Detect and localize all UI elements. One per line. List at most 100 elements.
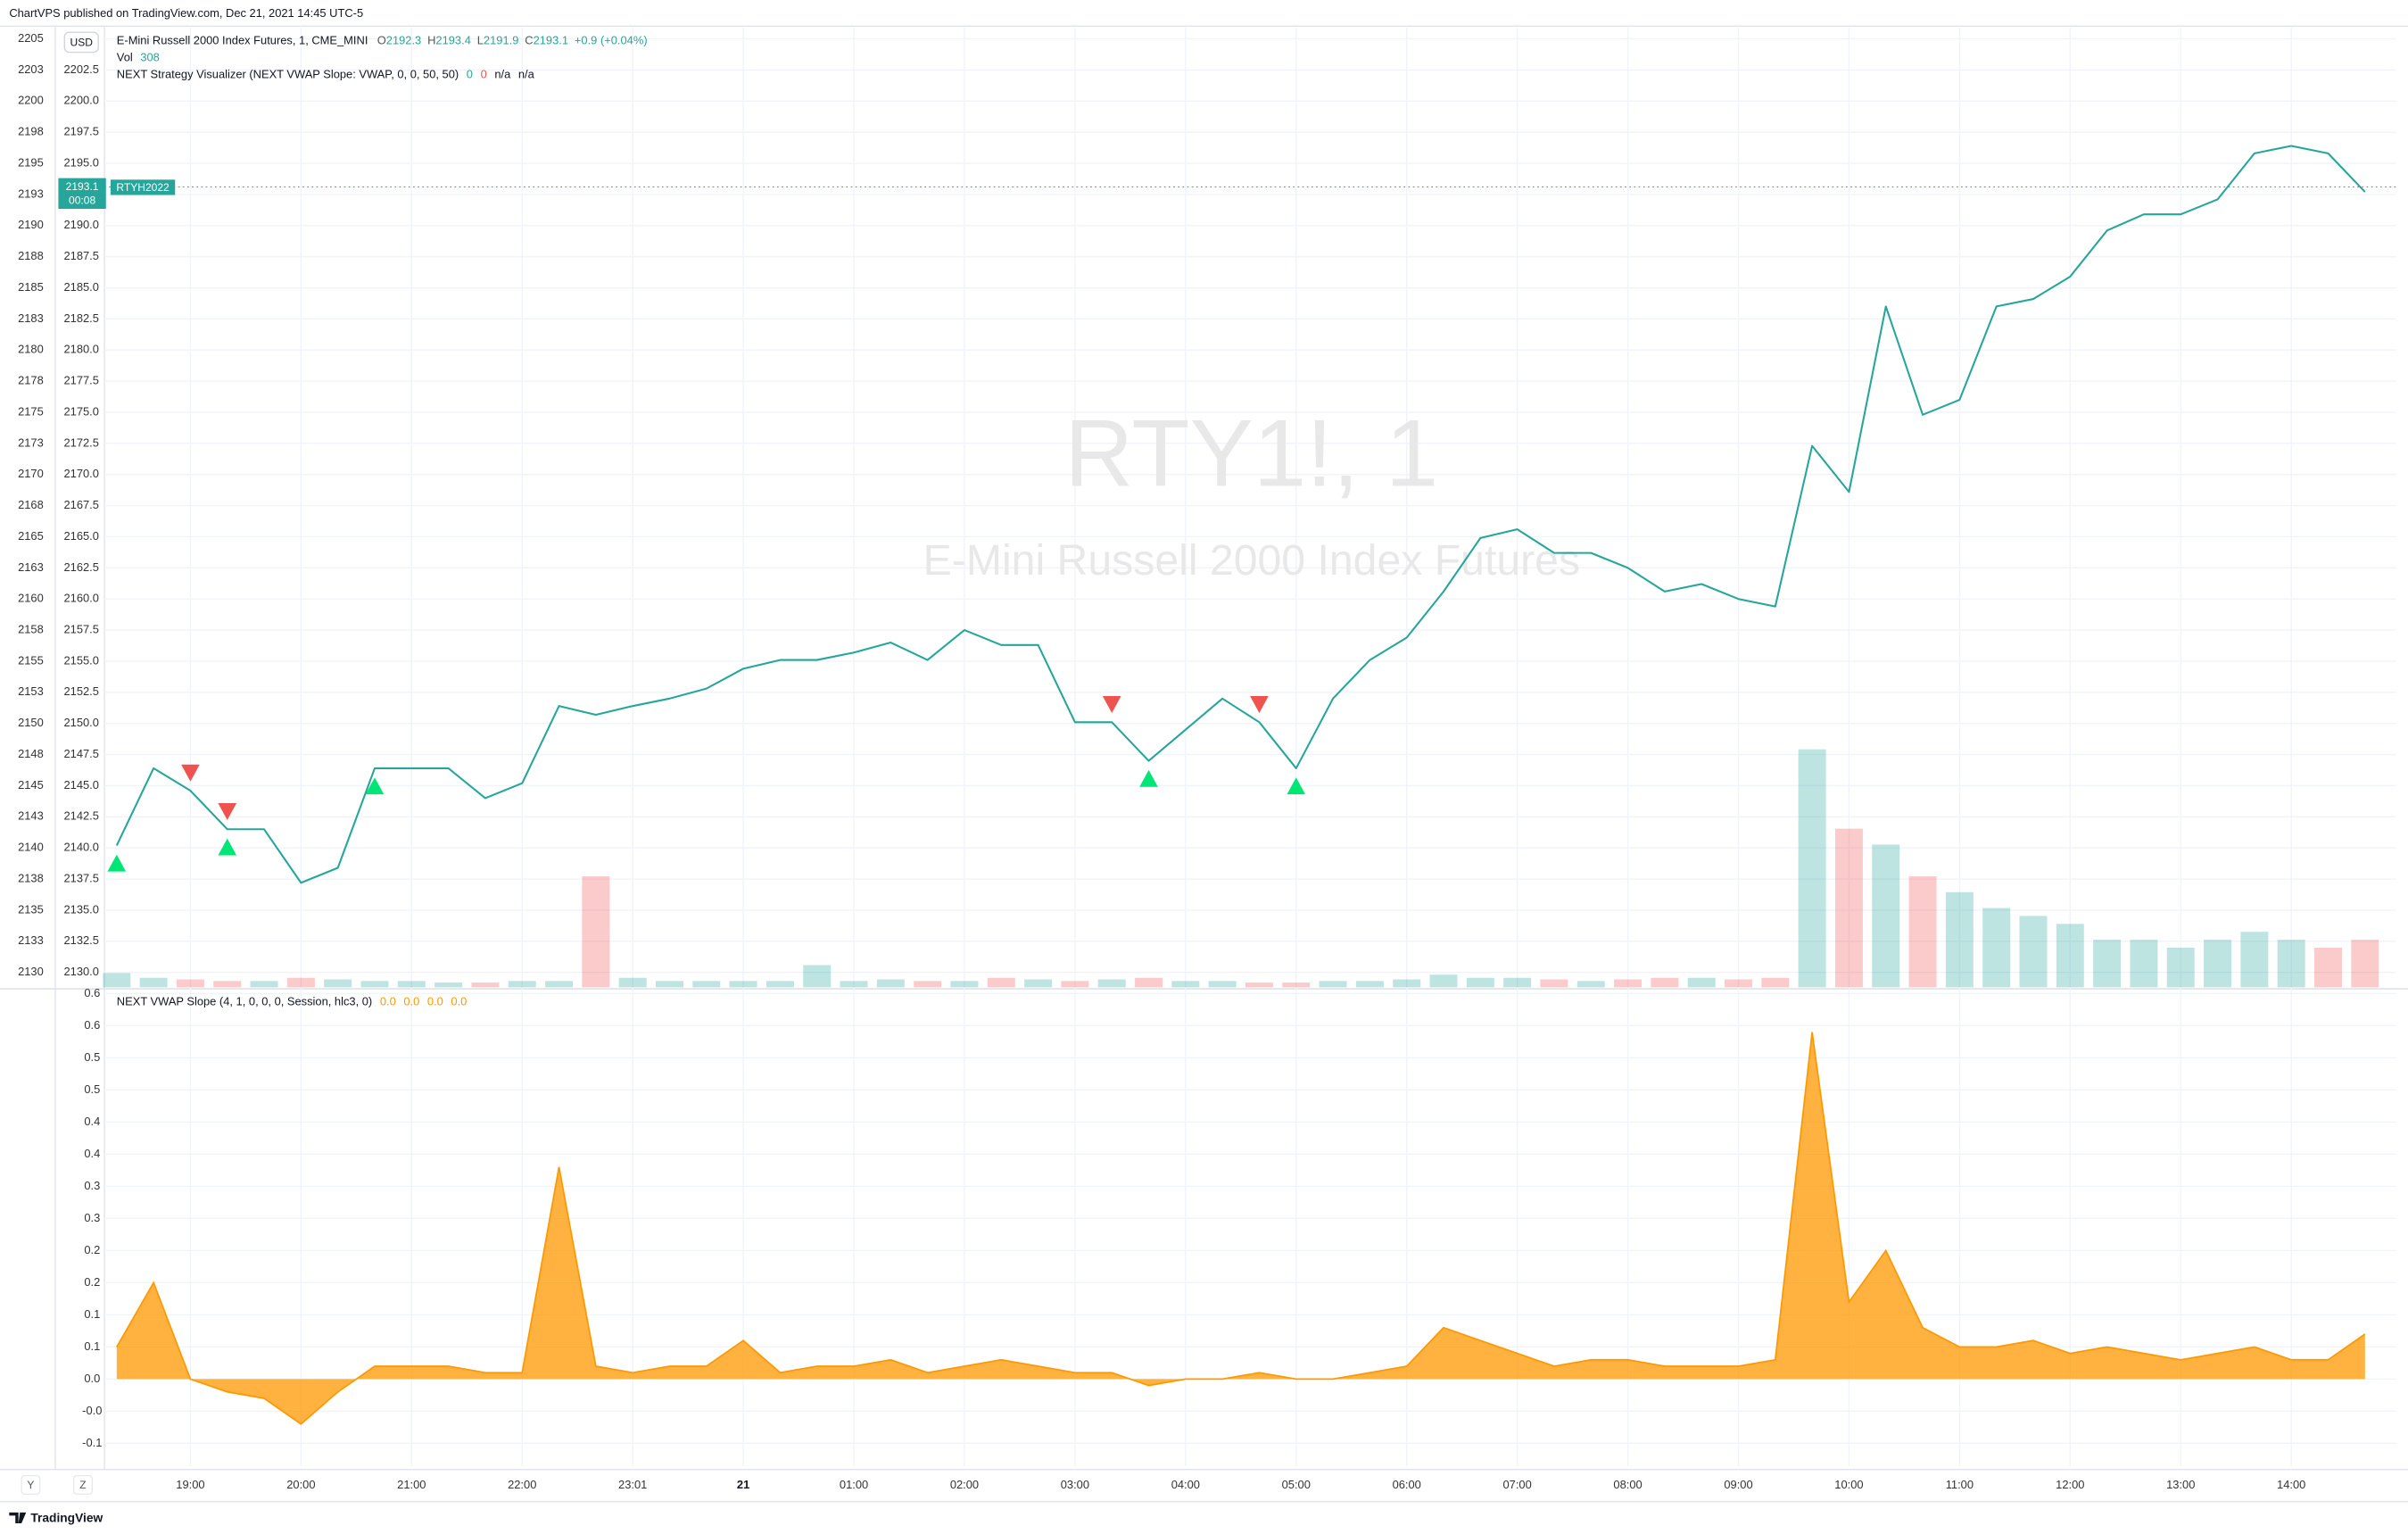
volume-bar: [1982, 908, 2011, 988]
currency[interactable]: USD: [70, 36, 94, 48]
legend: E-Mini Russell 2000 Index Futures, 1, CM…: [117, 34, 648, 1008]
volume-bar: [2204, 940, 2232, 988]
y-tick-label: 0.3: [84, 1179, 100, 1192]
volume-bar: [1576, 981, 1605, 988]
x-tick-label: 04:00: [1171, 1478, 1200, 1491]
legend-ohlc-value: 2193.4: [435, 34, 470, 47]
volume-bar: [840, 981, 868, 988]
volume-bar: [1651, 977, 1679, 988]
y2-tick-label: 2130: [18, 965, 44, 978]
x-tick-label: 09:00: [1724, 1478, 1752, 1491]
y-tick-label: 2195.0: [64, 155, 99, 169]
y-tick-label: 2137.5: [64, 871, 99, 884]
y2-tick-label: 2163: [18, 560, 44, 574]
volume-bar: [1466, 977, 1494, 988]
y-tick-label: 0.0: [84, 1372, 100, 1385]
buy-signal: [218, 838, 237, 856]
volume-bar: [360, 981, 389, 988]
marks: [103, 145, 2396, 1425]
y2-tick-label: 2205: [18, 31, 44, 45]
y-tick-label: 2157.5: [64, 623, 99, 636]
contract: RTYH2022: [116, 181, 170, 194]
volume-bar: [582, 875, 610, 988]
x-tick-label: 21:00: [397, 1478, 426, 1491]
volume-bar: [2056, 924, 2084, 988]
watermark-name: E-Mini Russell 2000 Index Futures: [923, 536, 1580, 585]
legend-strategy: NEXT Strategy Visualizer (NEXT VWAP Slop…: [117, 68, 459, 81]
contract-box: [110, 179, 176, 195]
legend-strategy-line: NEXT Strategy Visualizer (NEXT VWAP Slop…: [117, 68, 535, 81]
volume-bar: [2277, 940, 2305, 988]
y2-tick-label: 2133: [18, 933, 44, 947]
legend-ohlc-key: H: [427, 34, 435, 47]
y-tick-label: 2170.0: [64, 467, 99, 480]
volume-bar: [803, 965, 832, 988]
y-tick-label: 0.4: [84, 1115, 100, 1128]
volume-bar: [950, 981, 979, 988]
buy-signal: [365, 777, 385, 795]
volume-bar: [250, 981, 278, 988]
currency-badge: USD: [63, 31, 99, 54]
brand: TradingView: [30, 1511, 103, 1524]
buy-signal: [1287, 777, 1306, 795]
volume-bar: [434, 983, 463, 988]
volume-bar: [471, 983, 500, 988]
y-tick-label: 2162.5: [64, 560, 99, 574]
legend-change: +0.9 (+0.04%): [575, 34, 648, 47]
volume-bar: [655, 981, 683, 988]
y-tick-label: 0.6: [84, 1018, 100, 1032]
y-tick-label: -0.0: [82, 1404, 102, 1417]
y2-tick-label: 2138: [18, 871, 44, 884]
y-tick-label: -0.1: [82, 1436, 102, 1449]
y-tick-label: 2172.5: [64, 435, 99, 449]
footer-button-label[interactable]: Z: [79, 1479, 86, 1491]
y2-tick-label: 2188: [18, 249, 44, 262]
volume-bar: [2019, 916, 2048, 988]
x-tick-label: 19:00: [176, 1478, 204, 1491]
footer-button-label[interactable]: Y: [27, 1479, 34, 1491]
volume-bar: [2130, 940, 2158, 988]
volume-bar: [1245, 983, 1273, 988]
volume-bar: [1908, 875, 1937, 988]
volume-bar: [176, 979, 204, 988]
y-tick-label: 2165.0: [64, 529, 99, 543]
legend-strategy-value: n/a: [494, 68, 511, 81]
last-price: 2193.1: [66, 180, 99, 193]
y-tick-label: 0.4: [84, 1147, 100, 1160]
y2-tick-label: 2155: [18, 653, 44, 667]
currency-box[interactable]: [63, 31, 99, 54]
y-tick-label: 0.3: [84, 1211, 100, 1224]
legend-ohlc-value: 2193.1: [534, 34, 568, 47]
x-tick-label: 03:00: [1061, 1478, 1089, 1491]
legend-ohlc-key: O: [377, 34, 386, 47]
volume-bar: [139, 977, 168, 988]
legend-strategy-value: 0: [467, 68, 473, 81]
volume-bar: [876, 979, 905, 988]
x-tick-label: 12:00: [2056, 1478, 2084, 1491]
y2-tick-label: 2143: [18, 809, 44, 823]
volume-bar: [2351, 940, 2379, 988]
x-tick-label: 07:00: [1503, 1478, 1532, 1491]
x-tick-label: 11:00: [1946, 1478, 1974, 1491]
volume-bar: [2166, 947, 2195, 988]
legend-ohlc-key: C: [525, 34, 533, 47]
y2-tick-label: 2195: [18, 155, 44, 169]
countdown: 00:08: [69, 195, 95, 207]
volume-bar: [618, 977, 647, 988]
x-tick-label: 14:00: [2277, 1478, 2305, 1491]
watermark: RTY1!, 1 E-Mini Russell 2000 Index Futur…: [923, 399, 1580, 585]
volume-bar: [324, 979, 352, 988]
legend-symbol: E-Mini Russell 2000 Index Futures, 1, CM…: [117, 34, 368, 47]
watermark-symbol: RTY1!, 1: [1064, 399, 1438, 506]
volume-bar: [1687, 977, 1716, 988]
volume-bar: [2093, 940, 2122, 988]
volume-bar: [1024, 979, 1053, 988]
y2-tick-label: 2180: [18, 343, 44, 356]
axes: 2202.5 2200.0 2197.5 2195.0 2190.0 2187.5 2185…: [18, 31, 2305, 1491]
y2-tick-label: 2158: [18, 623, 44, 636]
footer-button[interactable]: [21, 1475, 41, 1495]
y-tick-label: 2190.0: [64, 218, 99, 231]
footer-button[interactable]: [73, 1475, 93, 1495]
